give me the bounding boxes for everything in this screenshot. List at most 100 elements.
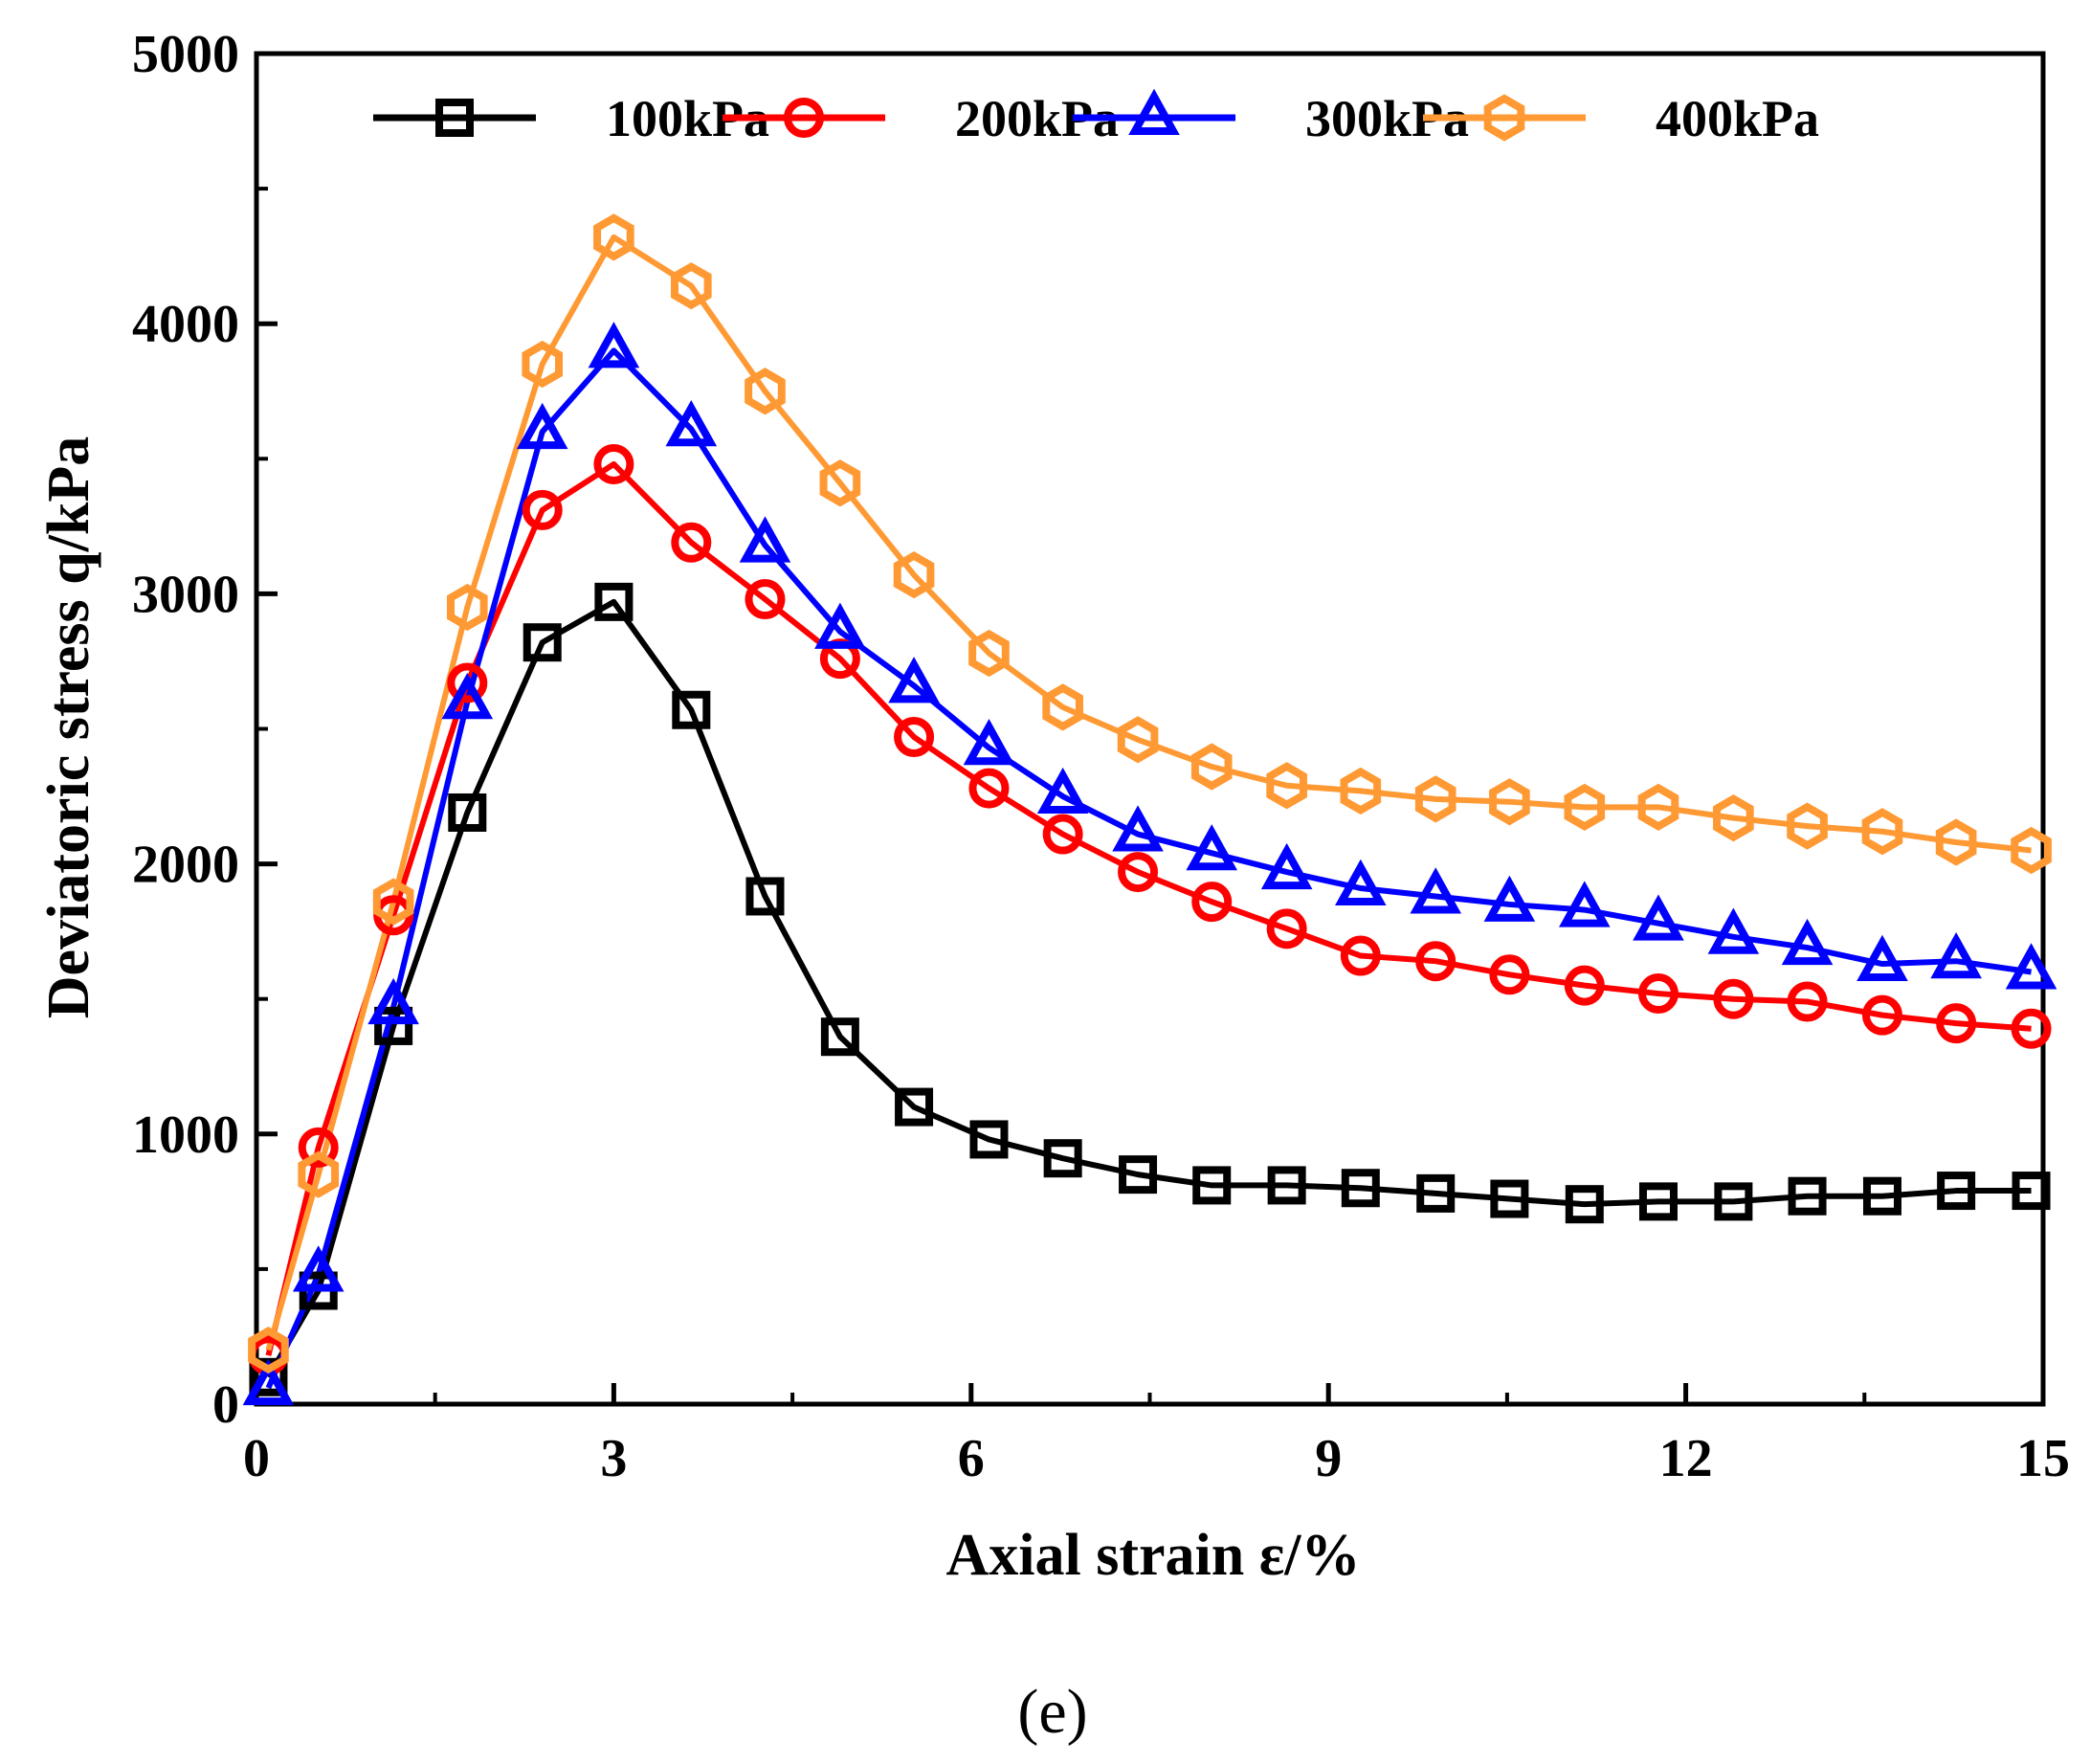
data-point-100kPa (672, 690, 711, 729)
data-point-300kPa (1260, 842, 1313, 890)
data-point-400kPa (1713, 794, 1754, 842)
figure-caption: (e) (1017, 1677, 1087, 1747)
data-point-100kPa (1937, 1172, 1976, 1211)
data-point-100kPa (1043, 1139, 1082, 1178)
data-point-100kPa (820, 1017, 859, 1057)
data-point-200kPa (522, 489, 563, 530)
data-point-200kPa (671, 522, 712, 563)
data-point-200kPa (1042, 814, 1083, 855)
series-line-300kPa (265, 347, 2032, 1390)
data-point-300kPa (441, 673, 494, 720)
y-tick-label: 3000 (132, 565, 239, 624)
data-point-300kPa (963, 719, 1015, 766)
data-point-400kPa (968, 629, 1010, 678)
series-lines (265, 234, 2032, 1390)
y-tick-labels: 0 1000 2000 3000 4000 5000 (132, 25, 239, 1435)
y-tick-label: 4000 (132, 295, 239, 354)
data-point-200kPa (968, 768, 1010, 809)
data-point-400kPa (1414, 775, 1456, 823)
series-markers (242, 213, 2057, 1406)
data-point-300kPa (516, 402, 568, 450)
data-point-300kPa (2005, 943, 2057, 990)
legend-item-100kpa: 100kPa (373, 90, 769, 147)
data-point-200kPa (2011, 1008, 2052, 1049)
data-point-300kPa (1857, 934, 1908, 982)
data-point-400kPa (893, 551, 935, 599)
data-point-300kPa (1036, 767, 1089, 815)
data-point-400kPa (1787, 802, 1828, 850)
data-point-100kPa (522, 623, 562, 662)
data-point-400kPa (522, 340, 564, 389)
data-point-100kPa (895, 1087, 934, 1127)
data-point-200kPa (1415, 941, 1456, 982)
y-tick-label: 2000 (132, 836, 239, 895)
y-tick-label: 0 (212, 1375, 239, 1435)
y-tick-label: 5000 (132, 25, 239, 84)
data-point-200kPa (1713, 978, 1754, 1019)
data-point-400kPa (298, 1150, 340, 1198)
data-point-200kPa (1787, 981, 1828, 1022)
legend-item-400kpa: 400kPa (1423, 90, 1819, 147)
data-point-400kPa (670, 262, 712, 310)
data-point-300kPa (1410, 867, 1462, 914)
data-point-400kPa (248, 1326, 289, 1374)
data-point-400kPa (1564, 783, 1606, 831)
data-point-100kPa (594, 582, 634, 621)
data-point-400kPa (1489, 778, 1530, 826)
data-point-100kPa (1788, 1176, 1827, 1216)
data-point-100kPa (1638, 1182, 1678, 1221)
series-line-100kPa (265, 598, 2032, 1379)
legend-item-300kpa: 300kPa (1073, 88, 1469, 147)
data-point-100kPa (745, 877, 785, 916)
data-point-100kPa (969, 1120, 1009, 1159)
data-point-100kPa (2012, 1172, 2051, 1211)
legend-marker (784, 98, 824, 138)
data-point-200kPa (1489, 954, 1530, 995)
data-point-300kPa (1707, 907, 1760, 954)
data-point-200kPa (1861, 994, 1902, 1036)
data-point-100kPa (374, 1006, 413, 1045)
data-point-400kPa (2011, 826, 2052, 875)
data-point-400kPa (372, 878, 414, 926)
x-tick-label: 12 (1659, 1429, 1713, 1488)
y-tick-label: 1000 (132, 1105, 239, 1165)
data-point-300kPa (1112, 805, 1164, 852)
data-point-200kPa (593, 443, 634, 484)
data-point-100kPa (1565, 1185, 1604, 1224)
data-point-300kPa (588, 322, 640, 368)
data-point-300kPa (242, 1358, 295, 1406)
x-tick-label: 9 (1315, 1429, 1342, 1488)
x-tick-label: 0 (243, 1429, 270, 1488)
data-point-200kPa (1340, 935, 1381, 976)
series-line-400kPa (265, 234, 2032, 1351)
data-point-400kPa (593, 213, 634, 261)
data-point-400kPa (1861, 808, 1903, 856)
data-point-200kPa (1118, 852, 1159, 893)
y-axis-title: Deviatoric stress q/kPa (36, 436, 101, 1018)
minor-ticks (256, 187, 1867, 1404)
data-point-300kPa (888, 657, 940, 703)
data-point-400kPa (1637, 783, 1679, 831)
data-point-100kPa (1714, 1182, 1753, 1221)
data-point-300kPa (1483, 875, 1536, 922)
data-point-200kPa (298, 1127, 339, 1168)
data-point-200kPa (1564, 965, 1605, 1006)
legend-label: 400kPa (1656, 90, 1819, 147)
data-point-400kPa (745, 368, 786, 415)
data-point-200kPa (1266, 908, 1307, 949)
data-point-200kPa (1191, 882, 1233, 923)
data-point-300kPa (1633, 894, 1684, 941)
data-point-100kPa (1490, 1179, 1529, 1218)
data-point-400kPa (446, 583, 488, 632)
data-point-300kPa (814, 602, 866, 649)
data-point-300kPa (665, 400, 718, 447)
data-point-100kPa (1119, 1155, 1158, 1195)
data-point-400kPa (1935, 818, 1977, 866)
data-point-300kPa (367, 977, 419, 1025)
x-axis-title: Axial strain ε/% (946, 1523, 1361, 1588)
data-point-200kPa (745, 579, 786, 620)
data-point-400kPa (1117, 716, 1159, 764)
data-point-200kPa (1637, 973, 1679, 1015)
data-point-400kPa (1042, 683, 1083, 731)
data-point-400kPa (1340, 767, 1382, 815)
